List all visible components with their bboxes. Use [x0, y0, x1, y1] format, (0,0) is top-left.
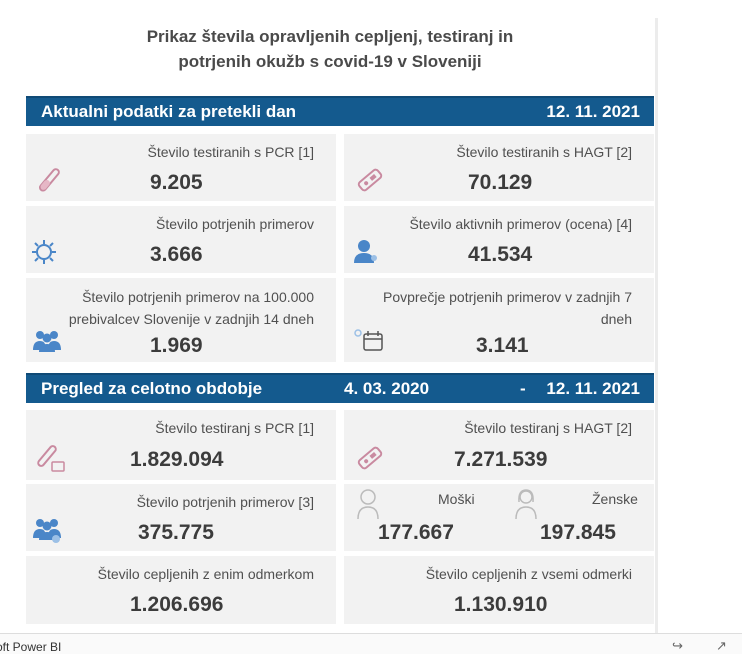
people-group-icon — [32, 328, 62, 357]
calendar-icon — [352, 328, 384, 357]
card-daily-active: Število aktivnih primerov (ocena) [4] 41… — [344, 206, 654, 273]
card-overall-hagt: Število testiranj s HAGT [2] 7.271.539 — [344, 410, 654, 480]
value-overall-pcr: 1.829.094 — [130, 448, 224, 471]
card-overall-pcr: Število testiranj s PCR [1] 1.829.094 — [26, 410, 336, 480]
value-daily-pcr: 9.205 — [150, 171, 203, 194]
page-title: Prikaz števila opravljenih cepljenj, tes… — [146, 27, 514, 71]
card-overall-gender: Moški 177.667 Ženske 197.845 — [344, 484, 654, 551]
overall-header-date-from: 4. 03. 2020 — [344, 379, 430, 398]
value-overall-confirmed: 375.775 — [138, 521, 214, 544]
overall-header-dash: - — [520, 379, 526, 398]
label-daily-active: Število aktivnih primerov (ocena) [4] — [409, 216, 632, 232]
rapid-test-icon — [354, 442, 386, 479]
male-person-icon — [356, 488, 380, 525]
label-daily-confirmed: Število potrjenih primerov — [156, 216, 314, 232]
label-daily-pcr: Število testiranih s PCR [1] — [147, 144, 314, 160]
test-tube-icon — [32, 442, 66, 479]
share-icon[interactable]: ↪ — [672, 638, 683, 653]
card-daily-hagt: Število testiranih s HAGT [2] 70.129 — [344, 134, 654, 201]
label-overall-pcr: Število testiranj s PCR [1] — [155, 420, 314, 436]
card-daily-per100k: Število potrjenih primerov na 100.000 pr… — [26, 278, 336, 362]
label-one-dose: Število cepljenih z enim odmerkom — [97, 566, 314, 582]
value-daily-avg7: 3.141 — [476, 334, 529, 357]
value-daily-confirmed: 3.666 — [150, 243, 203, 266]
card-daily-pcr: Število testiranih s PCR [1] 9.205 — [26, 134, 336, 201]
value-male: 177.667 — [378, 521, 454, 544]
label-female: Ženske — [592, 491, 638, 507]
label-daily-hagt: Število testiranih s HAGT [2] — [456, 144, 632, 160]
value-overall-hagt: 7.271.539 — [454, 448, 548, 471]
card-overall-all-doses: Število cepljenih z vsemi odmerki 1.130.… — [344, 556, 654, 624]
label-overall-hagt: Število testiranj s HAGT [2] — [464, 420, 632, 436]
people-group-icon — [32, 516, 62, 549]
value-daily-active: 41.534 — [468, 243, 533, 266]
powerbi-brand-link[interactable]: oft Power BI — [0, 640, 62, 654]
female-person-icon — [514, 488, 538, 525]
label-all-doses: Število cepljenih z vsemi odmerki — [425, 566, 632, 582]
value-daily-per100k: 1.969 — [150, 334, 203, 357]
value-one-dose: 1.206.696 — [130, 593, 224, 616]
value-all-doses: 1.130.910 — [454, 593, 548, 616]
person-icon — [352, 238, 378, 269]
daily-section-header: Aktualni podatki za pretekli dan 12. 11.… — [26, 96, 654, 126]
overall-header-date-to: 12. 11. 2021 — [546, 379, 640, 398]
label-daily-per100k: Število potrjenih primerov na 100.000 pr… — [68, 289, 314, 327]
powerbi-footer: oft Power BI ↪ ↗ — [0, 633, 742, 654]
rapid-test-icon — [354, 164, 386, 201]
overall-section-header: Pregled za celotno obdobje 4. 03. 2020 -… — [26, 373, 654, 403]
panel-edge — [655, 18, 658, 633]
label-overall-confirmed: Število potrjenih primerov [3] — [136, 494, 314, 510]
daily-header-date: 12. 11. 2021 — [546, 102, 640, 121]
value-daily-hagt: 70.129 — [468, 171, 533, 194]
overall-header-title: Pregled za celotno obdobje — [41, 379, 263, 398]
expand-icon[interactable]: ↗ — [716, 638, 727, 653]
test-tube-icon — [32, 164, 64, 201]
label-male: Moški — [438, 491, 475, 507]
card-overall-one-dose: Število cepljenih z enim odmerkom 1.206.… — [26, 556, 336, 624]
value-female: 197.845 — [540, 521, 616, 544]
daily-header-title: Aktualni podatki za pretekli dan — [41, 102, 297, 121]
card-overall-confirmed: Število potrjenih primerov [3] 375.775 — [26, 484, 336, 551]
card-daily-confirmed: Število potrjenih primerov 3.666 — [26, 206, 336, 273]
label-daily-avg7: Povprečje potrjenih primerov v zadnjih 7… — [382, 289, 632, 327]
card-daily-avg7: Povprečje potrjenih primerov v zadnjih 7… — [344, 278, 654, 362]
virus-icon — [30, 238, 58, 271]
